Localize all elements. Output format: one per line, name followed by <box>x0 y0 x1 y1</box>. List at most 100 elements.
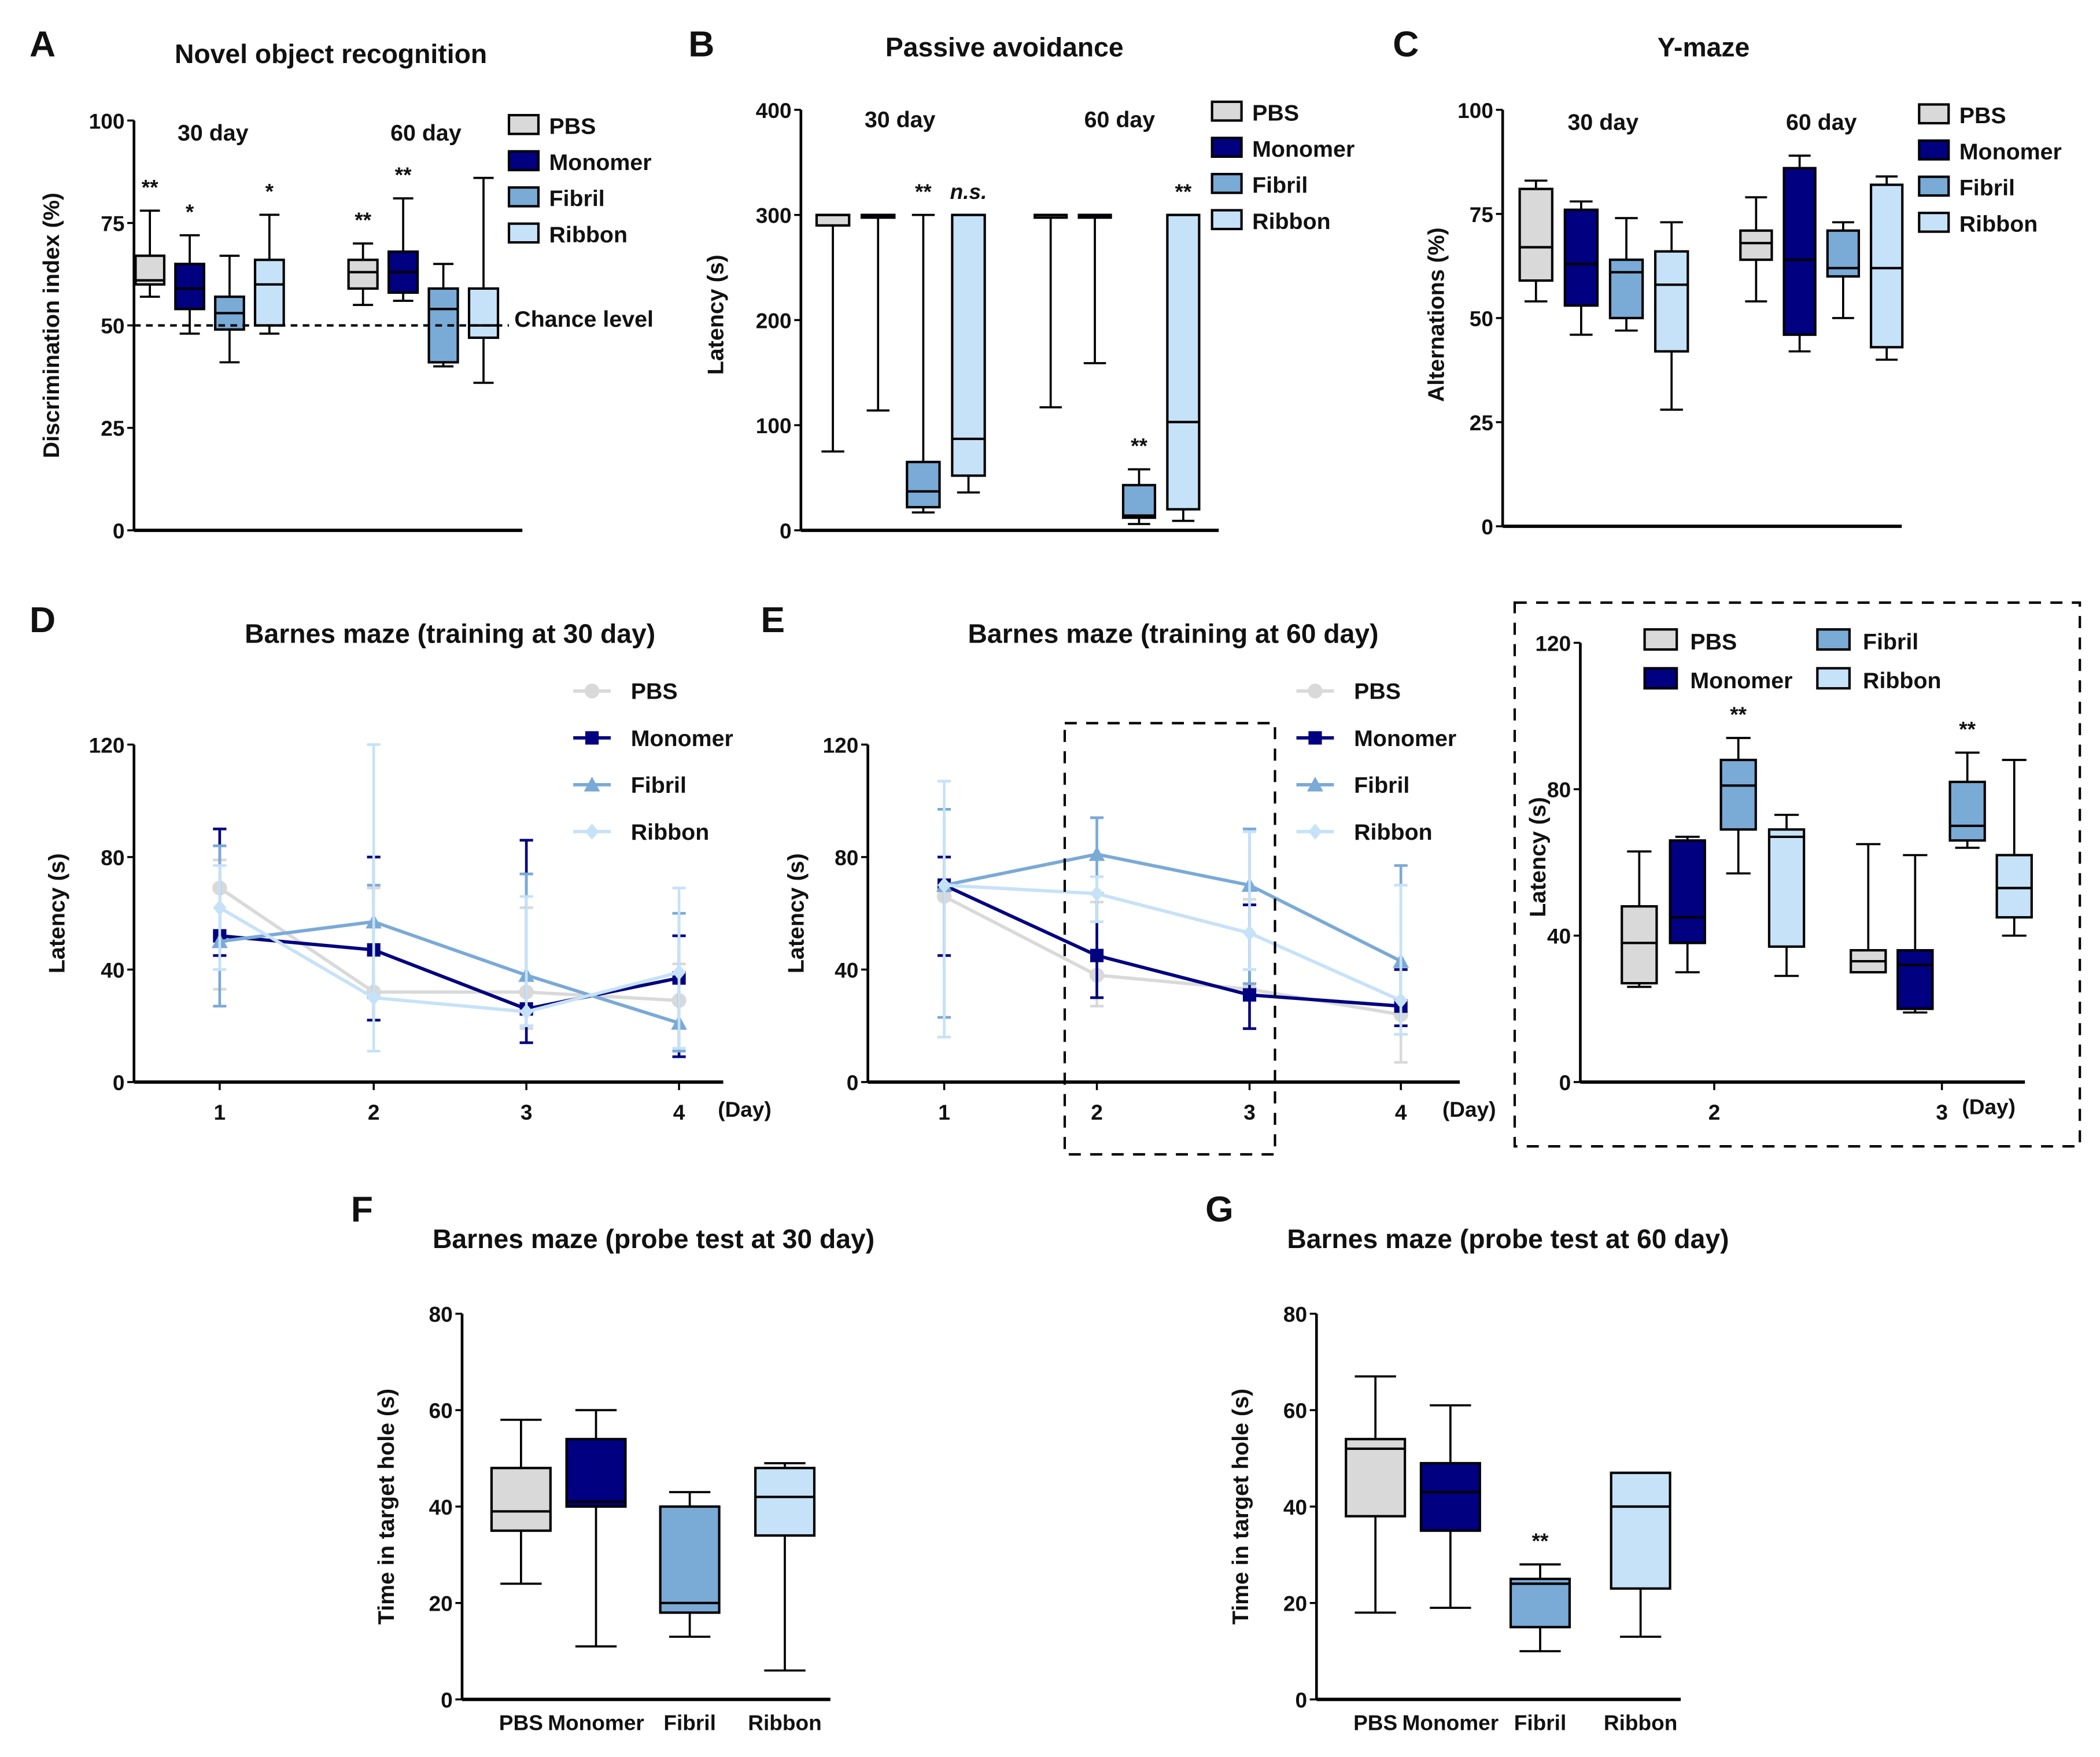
y-tick-label: 60 <box>1283 1398 1307 1423</box>
y-tick-label: 40 <box>1547 924 1571 948</box>
box-iqr <box>1166 213 1201 511</box>
chart-title: Barnes maze (training at 60 day) <box>968 618 1378 648</box>
legend-label-fibril: Fibril <box>1863 629 1918 655</box>
box-fibril <box>214 254 245 364</box>
box-pbs: ** <box>134 175 166 298</box>
box-iqr <box>1121 483 1157 519</box>
data-point <box>367 990 381 1006</box>
panel-g: G Barnes maze (probe test at 60 day) 0 20 40… <box>1205 1189 1729 1735</box>
box-iqr <box>1869 183 1904 349</box>
box-ribbon: * <box>253 179 285 335</box>
x-category-label: Fibril <box>663 1711 716 1735</box>
x-tick-label: 2 <box>1708 1100 1721 1124</box>
y-tick-label: 0 <box>1481 515 1493 539</box>
legend-swatch-ribbon <box>507 222 540 244</box>
significance-label: * <box>186 200 194 224</box>
significance-label: ** <box>142 175 158 199</box>
series-monomer <box>213 828 686 1058</box>
legend-swatch-pbs <box>1210 100 1243 122</box>
box-fibril <box>659 1491 721 1638</box>
box-iqr <box>1610 1471 1671 1590</box>
legend-swatch-fibril <box>1918 175 1950 197</box>
box-pbs <box>1850 843 1887 974</box>
box-monomer <box>1419 1404 1481 1609</box>
y-tick-label: 120 <box>1535 631 1571 655</box>
y-tick-label: 200 <box>756 308 792 333</box>
timepoint-label: 30 day <box>1568 110 1639 135</box>
box-fibril <box>427 263 459 368</box>
significance-label: ** <box>915 179 932 204</box>
y-axis-label: Alternations (%) <box>1423 227 1449 402</box>
chart-title: Barnes maze (probe test at 60 day) <box>1287 1224 1729 1254</box>
box-iqr <box>490 1467 552 1532</box>
legend-marker-fibril <box>1307 777 1323 792</box>
y-tick-label: 40 <box>1283 1495 1307 1519</box>
box-iqr <box>1896 949 1934 1010</box>
box-iqr <box>1767 828 1806 948</box>
timepoint-label: 60 day <box>390 120 462 146</box>
box-iqr <box>1419 1461 1481 1532</box>
y-tick-label: 75 <box>101 211 124 235</box>
panel-letter: G <box>1205 1189 1234 1230</box>
box-iqr <box>467 287 500 339</box>
panel-a: A Novel object recognition 0 25 50 75 100 Discr… <box>29 24 654 543</box>
timepoint-label: 30 day <box>178 120 249 146</box>
legend-swatch-monomer <box>1918 139 1950 161</box>
box-iqr <box>1621 905 1658 985</box>
box-ribbon <box>754 1462 816 1672</box>
x-tick-label: 4 <box>673 1100 685 1124</box>
legend-swatch-monomer <box>507 150 540 172</box>
y-tick-label: 100 <box>756 414 792 438</box>
panel-e: E Barnes maze (training at 60 day)0408012… <box>761 600 1496 1156</box>
legend-marker-monomer <box>585 731 599 745</box>
series-monomer <box>937 855 1408 1030</box>
box-pbs <box>1621 850 1658 988</box>
data-point <box>1090 948 1104 962</box>
box-fibril: ** <box>906 179 941 514</box>
box-iqr <box>659 1505 721 1614</box>
legend-swatch-ribbon <box>1918 212 1950 233</box>
y-tick-label: 80 <box>1547 778 1571 802</box>
significance-label: ** <box>1959 717 1976 741</box>
box-ribbon <box>1610 1471 1671 1638</box>
series-line <box>944 883 1402 1002</box>
box-iqr <box>1826 229 1861 278</box>
box-iqr <box>1739 229 1773 261</box>
significance-label: ** <box>1131 434 1147 458</box>
panel-letter: C <box>1393 24 1419 64</box>
panel-letter: A <box>29 24 56 64</box>
series-line <box>943 883 1401 1008</box>
legend-label-fibril: Fibril <box>549 186 604 212</box>
y-tick-label: 0 <box>441 1688 453 1712</box>
series-ribbon <box>213 743 686 1053</box>
y-tick-label: 80 <box>835 846 858 870</box>
y-tick-label: 40 <box>101 958 124 982</box>
chance-level-label: Chance level <box>514 307 654 332</box>
box-fibril: ** <box>1719 702 1757 875</box>
box-monomer: ** <box>387 163 419 302</box>
legend-label-fibril: Fibril <box>1252 172 1308 198</box>
x-tick-label: 2 <box>368 1100 380 1124</box>
box-ribbon <box>1869 175 1904 361</box>
box-pbs <box>1518 179 1553 302</box>
legend-label-pbs: PBS <box>549 114 596 139</box>
significance-label: ** <box>1730 702 1747 726</box>
legend-label-ribbon: Ribbon <box>631 820 710 845</box>
data-point <box>213 899 227 916</box>
y-tick-label: 120 <box>823 733 859 757</box>
y-tick-label: 0 <box>1559 1071 1571 1095</box>
box-fibril <box>1608 217 1644 332</box>
panel-d: D Barnes maze (training at 30 day)0408012… <box>29 600 772 1124</box>
series-line <box>219 906 680 1014</box>
y-tick-label: 80 <box>429 1302 453 1326</box>
legend-swatch-monomer <box>1643 667 1678 690</box>
legend-swatch-ribbon <box>1816 667 1851 690</box>
legend-label-ribbon: Ribbon <box>1863 668 1942 693</box>
box-monomer <box>1077 213 1112 364</box>
box-iqr <box>253 259 285 327</box>
box-ribbon <box>467 176 500 384</box>
box-iqr <box>906 460 941 509</box>
panel-letter: B <box>688 24 714 64</box>
data-point <box>1242 988 1257 1002</box>
y-tick-label: 60 <box>429 1398 453 1423</box>
